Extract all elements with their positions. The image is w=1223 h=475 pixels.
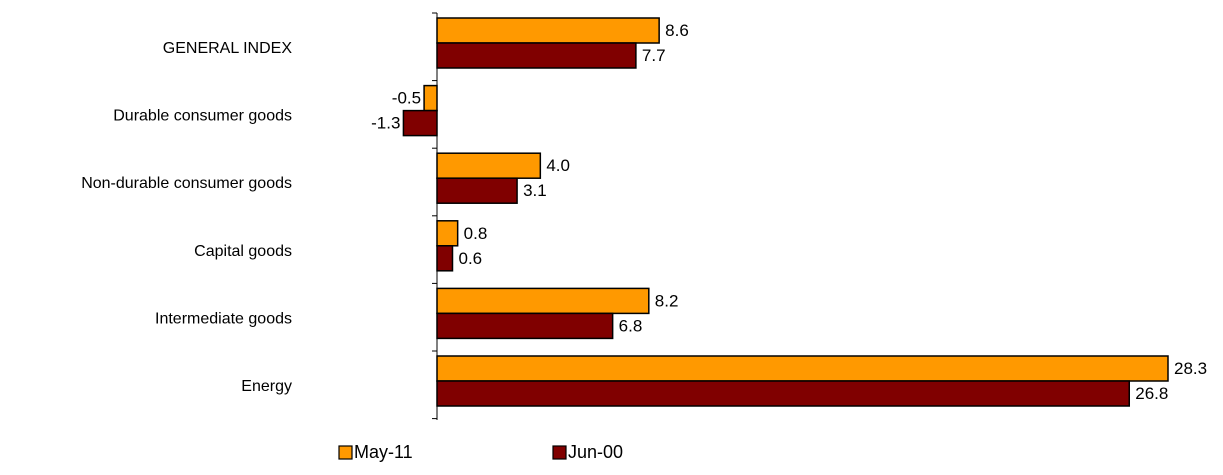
bar-jun-00: [436, 245, 454, 272]
category-label: Non-durable consumer goods: [81, 175, 292, 192]
bar-jun-00: [402, 109, 438, 137]
chart-labels: GENERAL INDEX Durable consumer goods Non-d…: [81, 21, 1207, 403]
category-label: Durable consumer goods: [113, 108, 292, 125]
category-label: Capital goods: [194, 243, 292, 260]
bar-may-11: [436, 152, 542, 179]
bar-jun-00: [436, 380, 1131, 407]
data-label: 0.8: [464, 224, 488, 243]
data-label: 4.0: [546, 156, 570, 175]
data-label: 28.3: [1174, 359, 1207, 378]
data-label: 8.2: [655, 291, 679, 310]
bar-may-11: [436, 17, 660, 44]
chart-axis: [432, 12, 438, 420]
category-label: Intermediate goods: [155, 310, 292, 327]
chart-legend: May-11 Jun-00: [338, 442, 623, 462]
legend-swatch: [552, 445, 567, 460]
bar-may-11: [436, 355, 1169, 382]
bar-jun-00: [436, 312, 614, 340]
bar-jun-00: [436, 177, 518, 204]
legend-label: Jun-00: [568, 442, 623, 462]
legend-swatch: [338, 445, 353, 460]
bar-may-11: [436, 220, 459, 247]
bar-jun-00: [436, 42, 637, 69]
bar-may-11: [423, 84, 438, 112]
data-label: -1.3: [371, 114, 400, 133]
data-label: 6.8: [619, 316, 643, 335]
data-label: 3.1: [523, 181, 547, 200]
category-label: Energy: [241, 378, 292, 395]
data-label: 7.7: [642, 46, 666, 65]
bar-may-11: [436, 287, 650, 315]
data-label: -0.5: [392, 89, 421, 108]
data-label: 8.6: [665, 21, 689, 40]
chart-bars: [402, 17, 1169, 407]
legend-label: May-11: [354, 442, 413, 462]
data-label: 0.6: [458, 249, 482, 268]
data-label: 26.8: [1135, 384, 1168, 403]
category-label: GENERAL INDEX: [163, 40, 293, 57]
